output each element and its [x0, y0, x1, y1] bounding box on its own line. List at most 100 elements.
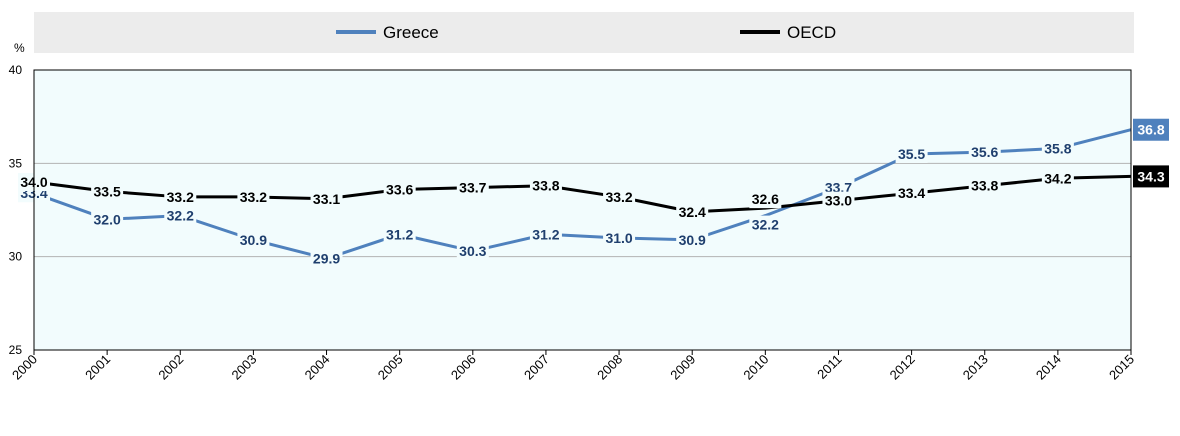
label-background — [383, 180, 416, 199]
data-label-greece: 35.5 — [895, 145, 928, 163]
x-axis-ticks: 2000 2001 2002 2003 2004 2005 2006 2007 2008 2009… — [9, 350, 1137, 383]
series-lines — [33, 128, 1132, 261]
label-background — [895, 184, 928, 203]
label-background — [676, 230, 709, 249]
label-background — [310, 249, 343, 268]
x-tick-label: 2008 — [594, 352, 625, 383]
label-text: 35.5 — [898, 146, 925, 162]
label-background — [749, 190, 782, 209]
y-axis-ticks: 25 30 35 40 — [9, 63, 23, 357]
label-text: 35.6 — [971, 144, 998, 160]
data-label-oecd: 32.4 — [676, 202, 709, 221]
x-tick-label: 2005 — [375, 352, 406, 383]
label-background — [676, 202, 709, 221]
legend-label-greece: Greece — [383, 23, 439, 42]
data-label-greece: 32.2 — [749, 215, 782, 234]
x-tick-label: 2006 — [448, 352, 479, 383]
label-text: 34.2 — [1044, 170, 1071, 186]
end-label-text: 34.3 — [1137, 168, 1164, 184]
gridlines — [34, 162, 1131, 258]
data-label-oecd: 33.8 — [968, 176, 1001, 195]
label-text: 35.8 — [1044, 140, 1071, 156]
end-label-box — [1133, 118, 1169, 141]
data-label-greece: 29.9 — [310, 249, 343, 268]
label-background — [237, 187, 270, 206]
end-label-box — [1133, 165, 1169, 188]
label-text: 33.8 — [971, 178, 998, 194]
label-text: 33.2 — [167, 189, 194, 205]
y-tick-label: 35 — [9, 156, 23, 170]
series-line-oecd — [33, 174, 1132, 214]
legend-item-oecd: OECD — [740, 23, 836, 42]
data-label-oecd: 33.2 — [164, 187, 197, 206]
label-text: 33.7 — [459, 180, 486, 196]
data-label-oecd: 34.3 — [1133, 165, 1169, 188]
end-label-text: 36.8 — [1137, 122, 1164, 138]
label-background — [383, 225, 416, 244]
label-background — [968, 176, 1001, 195]
x-tick-label: 2001 — [82, 352, 113, 383]
data-label-greece: 30.3 — [456, 242, 489, 261]
label-text: 31.2 — [386, 226, 413, 242]
label-text: 31.2 — [532, 226, 559, 242]
data-label-greece: 35.6 — [968, 143, 1001, 162]
label-text: 33.8 — [532, 178, 559, 194]
label-background — [822, 191, 855, 210]
label-background — [456, 178, 489, 197]
y-tick-label: 25 — [9, 343, 23, 357]
plot-frame — [33, 69, 1132, 351]
data-label-greece: 36.8 — [1133, 118, 1169, 141]
data-label-oecd: 33.1 — [310, 189, 343, 208]
label-background — [310, 189, 343, 208]
label-background — [749, 215, 782, 234]
x-tick-label: 2014 — [1033, 352, 1064, 383]
legend-label-oecd: OECD — [787, 23, 836, 42]
label-background — [164, 206, 197, 225]
label-text: 30.9 — [240, 232, 267, 248]
label-text: 32.4 — [679, 204, 706, 220]
legend-box — [34, 12, 1134, 53]
x-tick-label: 2010 — [740, 352, 771, 383]
y-tick-label: 40 — [9, 63, 23, 77]
y-axis-unit-label: % — [14, 41, 25, 55]
label-background — [968, 143, 1001, 162]
label-background — [456, 242, 489, 261]
label-text: 33.2 — [605, 189, 632, 205]
legend-item-greece: Greece — [336, 23, 439, 42]
label-text: 32.6 — [752, 191, 779, 207]
label-text: 32.2 — [167, 208, 194, 224]
label-background — [603, 187, 636, 206]
data-label-oecd: 33.5 — [91, 182, 124, 201]
data-label-greece: 31.2 — [529, 225, 562, 244]
label-background — [91, 182, 124, 201]
x-tick-label: 2013 — [960, 352, 991, 383]
x-tick-label: 2004 — [302, 352, 333, 383]
data-label-oecd: 32.6 — [749, 190, 782, 209]
label-background — [603, 229, 636, 247]
x-tick-label: 2011 — [814, 352, 844, 382]
data-label-greece: 32.2 — [164, 206, 197, 225]
y-tick-label: 30 — [9, 250, 23, 264]
data-label-oecd: 33.8 — [529, 176, 562, 195]
series-line-greece — [33, 128, 1132, 261]
label-background — [529, 225, 562, 244]
x-tick-label: 2002 — [155, 352, 186, 383]
data-label-greece: 31.2 — [383, 225, 416, 244]
label-background — [529, 176, 562, 195]
label-background — [1041, 169, 1074, 188]
plot-area — [34, 70, 1131, 350]
label-text: 32.0 — [94, 211, 121, 227]
data-label-greece: 31.0 — [603, 229, 636, 247]
x-tick-label: 2003 — [228, 352, 259, 383]
data-label-greece: 30.9 — [237, 230, 270, 249]
data-label-oecd: 33.2 — [603, 187, 636, 206]
label-text: 33.6 — [386, 181, 413, 197]
label-background — [895, 145, 928, 163]
data-label-oecd: 33.7 — [456, 178, 489, 197]
x-tick-label: 2009 — [667, 352, 698, 383]
x-tick-label: 2007 — [521, 352, 552, 383]
data-label-oecd: 33.0 — [822, 191, 855, 210]
label-text: 33.1 — [313, 191, 340, 207]
